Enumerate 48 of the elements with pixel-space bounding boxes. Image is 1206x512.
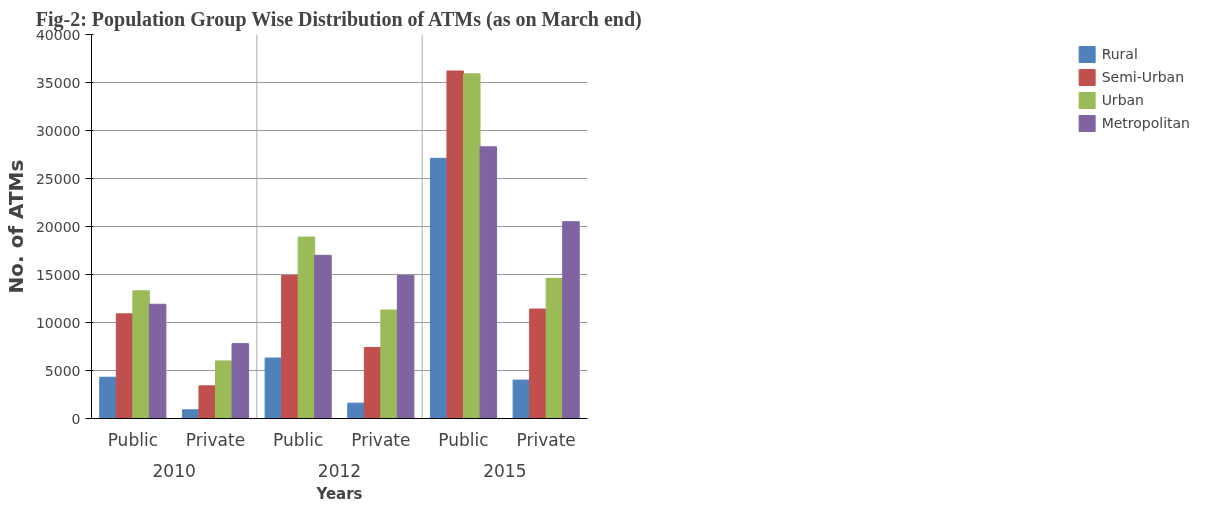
bar <box>463 73 481 419</box>
bar <box>479 146 498 419</box>
bar <box>529 308 547 419</box>
y-tick-label: 25000 <box>35 170 81 187</box>
y-tick-label: 5000 <box>44 362 81 379</box>
bar <box>545 277 564 419</box>
text: 2012 <box>317 460 362 481</box>
bar <box>396 274 415 419</box>
bar <box>215 360 233 419</box>
bar <box>363 346 382 419</box>
bar <box>198 385 216 419</box>
y-tick-label: 30000 <box>35 122 81 139</box>
legend-label: Rural <box>1101 46 1138 62</box>
bar <box>148 303 167 419</box>
legend-label: Metropolitan <box>1101 115 1190 131</box>
bar <box>99 376 117 419</box>
bar <box>281 274 299 419</box>
x-tick-label: Public <box>273 429 324 450</box>
text: 2015 <box>483 460 527 481</box>
x-tick-label: Private <box>516 429 576 450</box>
y-tick-label: 35000 <box>35 74 81 91</box>
bar <box>512 379 531 419</box>
y-axis-title: No. of ATMs <box>3 159 28 294</box>
y-tick-label: 0 <box>71 410 81 427</box>
x-tick-label: Public <box>438 429 489 450</box>
bar <box>231 343 250 419</box>
legend-label: Urban <box>1101 92 1144 108</box>
legend-label: Semi-Urban <box>1101 69 1185 85</box>
bar <box>562 221 580 419</box>
y-tick-label: 20000 <box>35 218 81 235</box>
chart-title: Fig-2: Population Group Wise Distribution of ATMs (as on March end) <box>35 7 642 31</box>
bar <box>429 157 448 419</box>
y-tick-label: 15000 <box>35 266 81 283</box>
bar <box>380 309 398 419</box>
bar <box>181 409 200 419</box>
x-tick-label: Private <box>185 429 246 450</box>
bar <box>314 254 332 419</box>
bar <box>297 236 316 419</box>
bar <box>347 402 365 419</box>
x-tick-label: Public <box>107 429 158 450</box>
bar <box>115 313 134 419</box>
bar <box>132 290 150 419</box>
x-tick-label: Private <box>351 429 411 450</box>
bar <box>264 357 283 419</box>
x-axis-title: Years <box>315 484 363 503</box>
y-tick-label: 10000 <box>35 314 81 331</box>
bar <box>446 70 464 419</box>
text: 2010 <box>152 460 196 481</box>
